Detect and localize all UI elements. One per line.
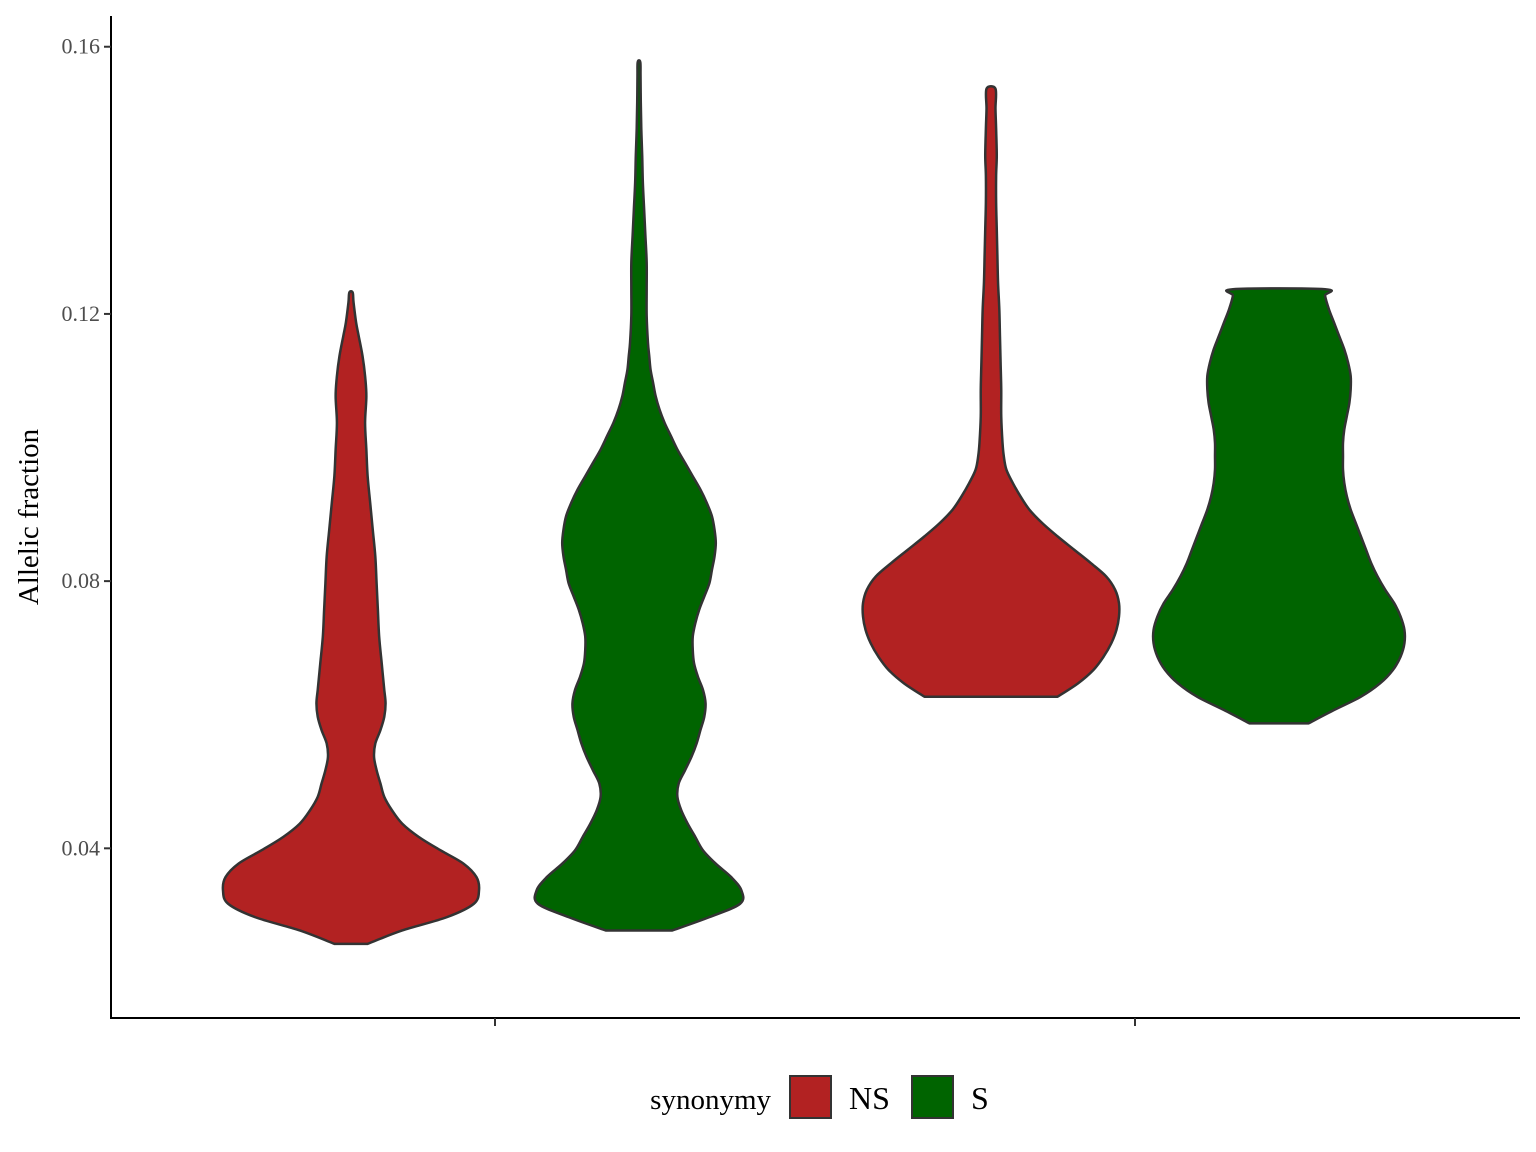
legend-title: synonymy — [650, 1084, 771, 1116]
violin-s-group-1 — [533, 59, 745, 932]
y-ticks: 0.04 0.08 0.12 0.16 — [62, 34, 111, 860]
x-ticks — [494, 1018, 1136, 1026]
violin-ns-group-2 — [861, 85, 1121, 698]
y-axis-title: Allelic fraction — [13, 428, 45, 605]
violins-layer — [221, 59, 1407, 946]
legend-key-ns — [789, 1075, 832, 1119]
y-tick-label: 0.08 — [62, 568, 101, 593]
violin-s-group-2 — [1151, 287, 1407, 725]
legend-label-ns: NS — [849, 1080, 890, 1116]
y-tick-label: 0.04 — [62, 835, 101, 860]
legend-key-s — [911, 1075, 954, 1119]
legend-label-s: S — [971, 1080, 989, 1116]
y-tick-label: 0.12 — [62, 301, 101, 326]
legend: synonymy NS S — [650, 1075, 989, 1119]
violin-ns-group-1 — [221, 290, 481, 946]
axes-layer: 0.04 0.08 0.12 0.16 — [62, 16, 1520, 1026]
y-tick-label: 0.16 — [62, 34, 101, 59]
